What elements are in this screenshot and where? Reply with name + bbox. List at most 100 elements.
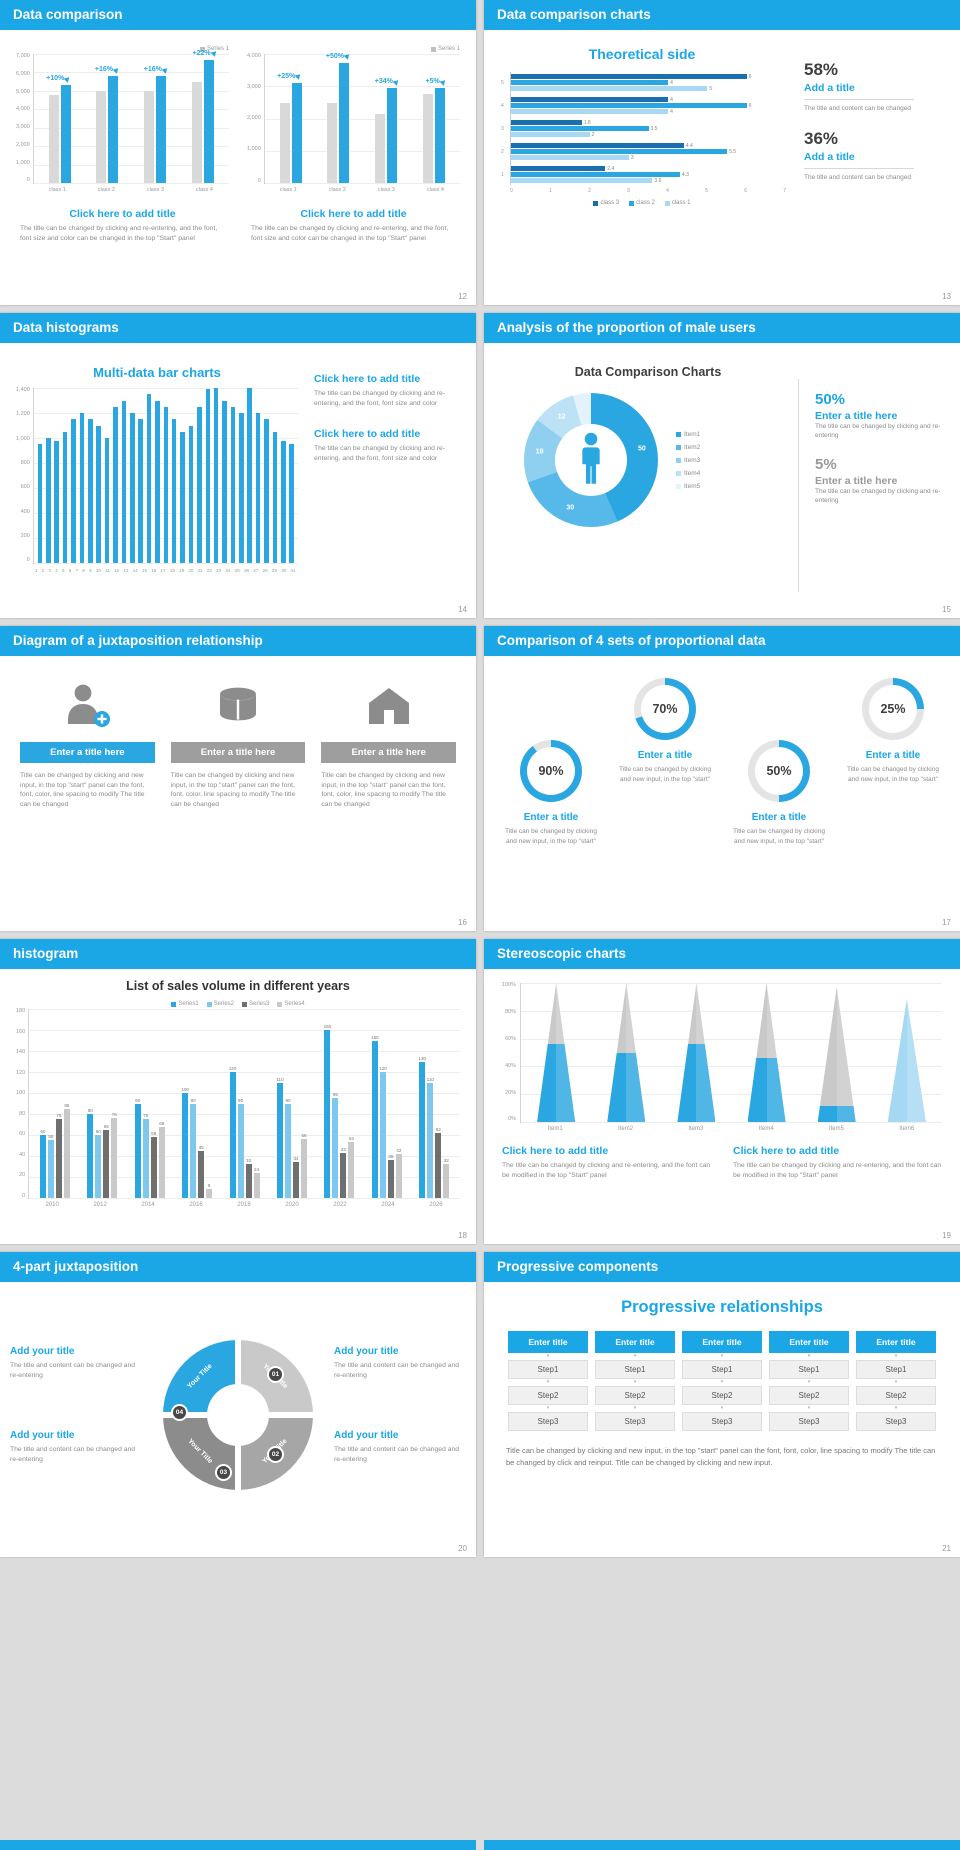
add-your-title[interactable]: Add your title — [10, 1346, 75, 1357]
step-box[interactable]: Step3 — [595, 1412, 675, 1431]
legend-swatch — [242, 1001, 247, 1007]
add-your-title[interactable]: Add your title — [334, 1346, 399, 1357]
legend-swatch — [277, 1001, 283, 1007]
step-box[interactable]: Step3 — [769, 1412, 849, 1431]
bar-value: 2 — [591, 131, 595, 138]
caret-down-icon: ▾ — [720, 1353, 724, 1359]
click-to-add-title[interactable]: Click here to add title — [69, 208, 176, 220]
slide-12-data-comparison[interactable]: Data comparison Series 1 7,000 6,000 5,000 4… — [0, 0, 476, 305]
cc-bw — [205, 388, 211, 563]
enter-title-here[interactable]: Enter a title here — [815, 475, 898, 487]
cc-bw — [171, 388, 177, 563]
y-axis: 7,000 6,000 5,000 4,000 3,000 2,000 1,000 0 — [16, 53, 33, 196]
click-to-add-title[interactable]: Click here to add title — [314, 428, 421, 440]
y-axis: 180 160 140 120 100 80 60 40 20 0 — [16, 1008, 28, 1211]
add-a-title[interactable]: Add a title — [804, 82, 855, 94]
enter-title-button[interactable]: Enter title — [595, 1331, 675, 1353]
gridline — [264, 86, 460, 88]
y-axis: 1,400 1,200 1,000 800 600 400 200 0 — [16, 387, 33, 576]
bar — [205, 389, 211, 563]
slide-18-histogram[interactable]: histogram List of sales volume in differ… — [0, 939, 476, 1244]
bar — [134, 1103, 141, 1198]
step-box[interactable]: Step3 — [856, 1412, 936, 1431]
step-box[interactable]: Step3 — [682, 1412, 762, 1431]
bar-value: 4 — [670, 108, 673, 115]
step-box[interactable]: Step2 — [595, 1386, 675, 1405]
gridline — [29, 1093, 460, 1094]
block-body: The title and content can be changed and… — [10, 1446, 136, 1463]
step-box[interactable]: Step2 — [508, 1386, 588, 1405]
step-box[interactable]: Step1 — [595, 1360, 675, 1379]
step-box[interactable]: Step1 — [769, 1360, 849, 1379]
bar-value: 90 — [238, 1097, 244, 1103]
gridline — [521, 1066, 942, 1068]
page-number: 13 — [942, 292, 951, 301]
enter-title-bar[interactable]: Enter a title here — [170, 742, 306, 763]
slide-17-proportional-data[interactable]: Comparison of 4 sets of proportional dat… — [484, 626, 960, 931]
bar — [37, 444, 43, 563]
bar-group — [163, 388, 170, 563]
enter-a-title[interactable]: Enter a title — [865, 750, 921, 761]
click-to-add-title[interactable]: Click here to add title — [314, 373, 421, 385]
click-to-add-title[interactable]: Click here to add title — [733, 1145, 840, 1157]
add-your-title[interactable]: Add your title — [10, 1430, 75, 1441]
enter-title-button[interactable]: Enter title — [682, 1331, 762, 1353]
legend-label: class 2 — [636, 200, 655, 206]
enter-a-title[interactable]: Enter a title — [523, 812, 579, 823]
click-to-add-title[interactable]: Click here to add title — [502, 1145, 609, 1157]
enter-a-title[interactable]: Enter a title — [637, 750, 693, 761]
step-box[interactable]: Step2 — [682, 1386, 762, 1405]
cc-bw — [96, 388, 101, 563]
slide-14-data-histograms[interactable]: Data histograms Multi-data bar charts 1,… — [0, 313, 476, 618]
gridline — [29, 1156, 460, 1157]
step-box[interactable]: Step1 — [682, 1360, 762, 1379]
y-tick: 20 — [19, 1172, 26, 1178]
add-your-title[interactable]: Add your title — [334, 1430, 399, 1441]
enter-title-bar[interactable]: Enter a title here — [321, 742, 457, 763]
bar — [60, 85, 71, 183]
cone — [677, 983, 716, 1122]
enter-title-button[interactable]: Enter title — [856, 1331, 936, 1353]
legend-item: Series3 — [242, 1001, 269, 1007]
enter-title-here[interactable]: Enter a title here — [815, 410, 898, 422]
bar-group — [279, 54, 303, 183]
slide-21-progressive-components[interactable]: Progressive components Progressive relat… — [484, 1252, 960, 1557]
cc-bw: 55 — [47, 1009, 54, 1198]
step-box[interactable]: Step3 — [508, 1412, 588, 1431]
slide-16-juxtaposition-diagram[interactable]: Diagram of a juxtaposition relationship … — [0, 626, 476, 931]
enter-title-button[interactable]: Enter title — [769, 1331, 849, 1353]
bar — [264, 419, 269, 563]
cc-bw — [156, 54, 167, 183]
enter-a-title[interactable]: Enter a title — [751, 812, 807, 823]
legend-label: Series 1 — [437, 46, 460, 52]
enter-title-button[interactable]: Enter title — [508, 1331, 588, 1353]
cc-bw — [121, 388, 127, 563]
bar-group — [205, 388, 212, 563]
slide-19-stereoscopic-charts[interactable]: Stereoscopic charts 100% 80% 60% 40% 20% 0% It… — [484, 939, 960, 1244]
enter-title-bar[interactable]: Enter a title here — [20, 742, 155, 763]
step-box[interactable]: Step2 — [769, 1386, 849, 1405]
bar-group: 4 4 6 4 — [501, 97, 786, 115]
x-label: 15 — [141, 567, 147, 573]
bar-group — [238, 388, 245, 563]
add-a-title[interactable]: Add a title — [804, 151, 855, 163]
slide-15-male-users-proportion[interactable]: Analysis of the proportion of male users… — [484, 313, 960, 618]
gridline — [521, 1038, 942, 1040]
legend-swatch — [676, 431, 681, 437]
x-label: 2024 — [381, 1202, 395, 1208]
slide-13-data-comparison-charts[interactable]: Data comparison charts Theoretical side … — [484, 0, 960, 305]
bar — [285, 1103, 291, 1198]
caret-down-icon: ▾ — [894, 1353, 898, 1359]
bar-group — [95, 388, 102, 563]
bar-group: 80 60 65 76 — [86, 1009, 118, 1198]
caret-down-icon: ▾ — [720, 1405, 724, 1411]
x-label: Item4 — [758, 1126, 774, 1132]
step-box[interactable]: Step1 — [508, 1360, 588, 1379]
slide-20-four-part-juxtaposition[interactable]: 4-part juxtaposition Your Title Your Tit… — [0, 1252, 476, 1557]
progressive-column: Enter title ▾ Step1 ▾ Step2 ▾ Step3 — [856, 1331, 936, 1431]
step-box[interactable]: Step2 — [856, 1386, 936, 1405]
cone-chart: 100% 80% 60% 40% 20% 0% Item1 Item2 Item3 Item4 It… — [502, 982, 942, 1135]
bar-group — [171, 388, 178, 563]
step-box[interactable]: Step1 — [856, 1360, 936, 1379]
click-to-add-title[interactable]: Click here to add title — [300, 208, 407, 220]
